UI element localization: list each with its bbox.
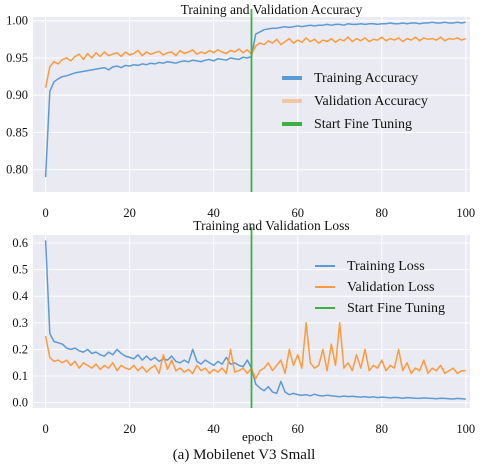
x-tick-label: 60 (291, 206, 304, 220)
y-tick-label: 0.3 (12, 316, 28, 330)
legend-entry: Validation Loss (347, 280, 435, 295)
legend-entry: Training Accuracy (314, 71, 418, 86)
x-tick-label: 20 (123, 206, 136, 220)
y-tick-label: 0.5 (12, 263, 28, 277)
chart-title: Training and Validation Loss (193, 218, 349, 233)
x-tick-label: 0 (42, 422, 48, 436)
y-tick-label: 1.00 (6, 14, 28, 28)
y-tick-label: 0.2 (12, 342, 28, 356)
y-tick-label: 0.95 (6, 51, 28, 65)
x-tick-label: 100 (456, 422, 475, 436)
y-tick-label: 0.4 (12, 289, 28, 303)
figure-caption: (a) Mobilenet V3 Small (173, 447, 316, 463)
y-tick-label: 0.6 (12, 236, 28, 250)
loss-chart: 0.0 0.1 0.2 0.3 0.4 0.5 0.6 0 20 40 60 80 100 Trainin… (12, 218, 475, 444)
legend: Training Loss Validation Loss Start Fine T… (315, 259, 445, 316)
validation-accuracy-line (44, 36, 467, 88)
x-tick-label: 80 (376, 422, 389, 436)
validation-loss-line (44, 322, 466, 380)
y-tick-label: 0.90 (6, 88, 28, 102)
x-axis-label: epoch (242, 429, 274, 444)
x-tick-label: 40 (207, 422, 220, 436)
x-tick-label: 0 (42, 206, 48, 220)
x-tick-label: 80 (376, 206, 389, 220)
x-tick-label: 60 (291, 422, 304, 436)
chart-title: Training and Validation Accuracy (181, 2, 363, 17)
y-tick-label: 0.85 (6, 125, 28, 139)
x-tick-label: 40 (207, 206, 220, 220)
accuracy-chart: 0.80 0.85 0.90 0.95 1.00 0 20 40 60 80 100 Training… (6, 2, 475, 220)
y-tick-label: 0.80 (6, 163, 28, 177)
x-tick-label: 20 (123, 422, 136, 436)
legend: Training Accuracy Validation Accuracy Star… (282, 71, 428, 132)
legend-entry: Start Fine Tuning (347, 301, 445, 316)
legend-entry: Start Fine Tuning (314, 117, 412, 132)
legend-entry: Training Loss (347, 259, 425, 274)
y-tick-label: 0.1 (12, 369, 28, 383)
training-accuracy-line (44, 21, 466, 178)
training-loss-line (44, 240, 466, 400)
x-tick-label: 100 (456, 206, 475, 220)
y-tick-label: 0.0 (12, 396, 28, 410)
legend-entry: Validation Accuracy (314, 94, 428, 109)
